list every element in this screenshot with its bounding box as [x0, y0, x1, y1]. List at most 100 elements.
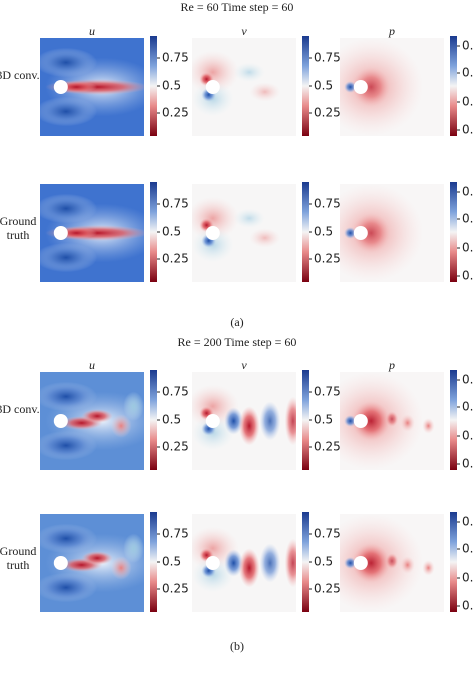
colorbar-tick-label: 0.2	[462, 599, 474, 613]
colorbar-tick-label: 0.5	[162, 225, 181, 239]
pressure	[422, 560, 435, 576]
lobe	[224, 407, 243, 435]
cylinder	[353, 80, 368, 94]
colorbar-tick-label: 0.8	[462, 515, 474, 529]
colorbar	[150, 182, 157, 282]
pressure	[344, 415, 357, 427]
pressure	[344, 81, 357, 93]
pressure	[385, 411, 399, 427]
pressure	[352, 213, 390, 253]
cylinder	[205, 226, 220, 240]
colorbar	[302, 370, 309, 470]
colorbar-tick-label: 0.5	[162, 79, 181, 93]
flow-field	[340, 514, 444, 612]
colorbar-tick-label: 0.5	[162, 413, 181, 427]
wake	[123, 391, 144, 421]
colorbar-tick-label: 0.4	[462, 95, 474, 109]
flow-field	[192, 372, 296, 470]
colorbar	[450, 182, 457, 282]
region	[40, 96, 98, 127]
colorbar	[150, 370, 157, 470]
panel-caption: (b)	[230, 639, 244, 653]
lobe	[224, 549, 243, 577]
cylinder	[353, 556, 368, 570]
flow-field	[40, 184, 144, 282]
wake	[81, 409, 113, 423]
colorbar-tick-label: 0.2	[462, 457, 474, 471]
colorbar-tick-label: 0.75	[162, 385, 189, 399]
region	[40, 381, 98, 412]
colorbar-tick-label: 0.5	[314, 413, 333, 427]
column-label: u	[89, 24, 95, 38]
lobe	[249, 228, 281, 248]
cylinder	[53, 556, 68, 570]
flow-field	[40, 38, 144, 136]
colorbar-tick-label: 0.25	[162, 440, 189, 454]
colorbar-tick-label: 0.75	[162, 51, 189, 65]
cylinder	[53, 226, 68, 240]
flow-field	[40, 514, 144, 612]
pressure	[352, 401, 390, 441]
lobe	[259, 543, 281, 583]
colorbar	[302, 512, 309, 612]
wake	[81, 551, 113, 565]
pressure	[352, 543, 390, 583]
colorbar	[450, 512, 457, 612]
lobe	[259, 401, 281, 441]
colorbar-tick-label: 0.5	[314, 79, 333, 93]
flow-field	[192, 38, 296, 136]
colorbar	[150, 512, 157, 612]
colorbar-tick-label: 0.75	[314, 527, 341, 541]
pressure	[422, 418, 435, 434]
flow-field	[192, 514, 296, 612]
colorbar-tick-label: 0.4	[462, 571, 474, 585]
panel-caption: (a)	[230, 315, 243, 329]
colorbar-tick-label: 0.25	[162, 106, 189, 120]
colorbar	[302, 182, 309, 282]
column-label: v	[241, 24, 247, 38]
pressure	[344, 557, 357, 569]
colorbar-tick-label: 0.25	[314, 440, 341, 454]
row-label: Ground truth	[0, 214, 37, 242]
colorbar-tick-label: 0.2	[462, 123, 474, 137]
cylinder	[205, 80, 220, 94]
pressure	[400, 414, 415, 432]
pressure	[385, 553, 399, 569]
lobe	[238, 406, 260, 446]
colorbar-tick-label: 0.75	[162, 527, 189, 541]
colorbar-tick-label: 0.8	[462, 185, 474, 199]
lobe	[249, 82, 281, 102]
colorbar-tick-label: 0.75	[314, 51, 341, 65]
colorbar	[450, 370, 457, 470]
column-label: u	[89, 358, 95, 372]
region	[40, 242, 98, 273]
lobe	[284, 538, 296, 588]
colorbar-tick-label: 0.75	[314, 197, 341, 211]
colorbar	[150, 36, 157, 136]
colorbar-tick-label: 0.5	[314, 555, 333, 569]
row-label: Ground truth	[0, 544, 37, 572]
lobe	[284, 396, 296, 446]
region	[40, 193, 98, 224]
colorbar	[450, 36, 457, 136]
colorbar-tick-label: 0.5	[162, 555, 181, 569]
region	[40, 430, 98, 461]
colorbar-tick-label: 0.25	[314, 252, 341, 266]
colorbar-tick-label: 0.75	[314, 385, 341, 399]
colorbar-tick-label: 0.6	[462, 66, 474, 80]
lobe	[238, 548, 260, 588]
colorbar-tick-label: 0.8	[462, 39, 474, 53]
lobe	[233, 62, 265, 83]
cylinder	[353, 226, 368, 240]
cylinder	[205, 414, 220, 428]
colorbar-tick-label: 0.25	[162, 582, 189, 596]
colorbar-tick-label: 0.6	[462, 400, 474, 414]
pressure	[352, 67, 390, 107]
wake	[123, 533, 144, 563]
row-label: 3D conv.	[0, 68, 40, 82]
lobe	[233, 208, 265, 229]
cylinder	[53, 80, 68, 94]
region	[40, 572, 98, 603]
colorbar-tick-label: 0.2	[462, 269, 474, 283]
panel-title: Re = 60 Time step = 60	[181, 0, 294, 14]
